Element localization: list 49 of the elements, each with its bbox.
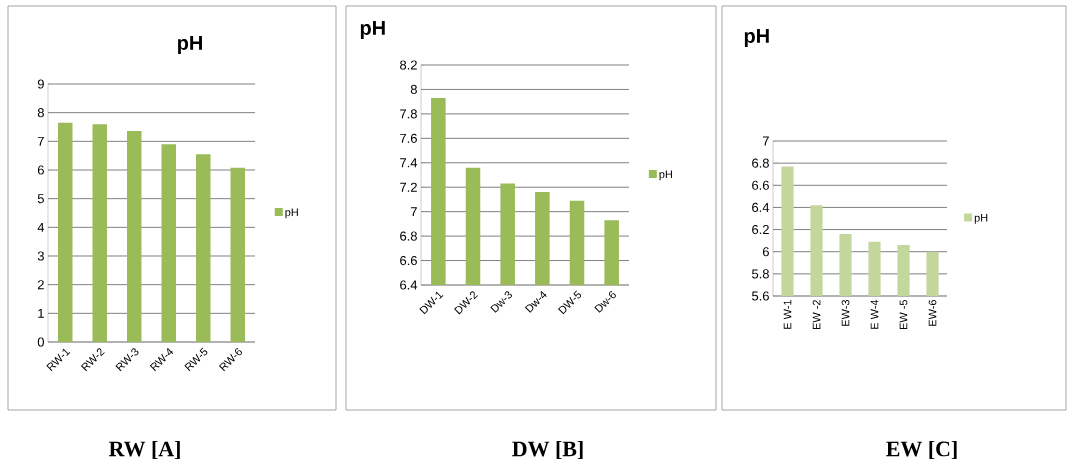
y-tick-label: 6.8 xyxy=(752,158,769,168)
x-tick-label: E W-4 xyxy=(870,299,879,329)
y-tick-label: 6.8 xyxy=(400,231,417,241)
y-tick-label: 2 xyxy=(37,280,44,290)
chart-title: pH xyxy=(178,36,202,54)
text: EW [C] xyxy=(886,440,957,460)
y-tick-label: 5.8 xyxy=(752,269,769,279)
y-tick-label: 1 xyxy=(38,308,44,318)
y-tick-label: 7 xyxy=(410,207,417,217)
y-tick-label: 6 xyxy=(37,165,44,175)
x-tick-label: EW -2 xyxy=(812,300,821,330)
legend-label: pH xyxy=(659,170,672,181)
y-tick-label: 6.4 xyxy=(752,202,770,213)
text: RW [A] xyxy=(108,440,180,460)
y-tick-label: 7.8 xyxy=(400,109,417,119)
y-tick-label: 9 xyxy=(37,79,44,89)
y-tick-label: 7 xyxy=(37,136,44,146)
y-tick-label: 7.6 xyxy=(400,133,417,143)
y-tick-label: 8.2 xyxy=(400,60,417,70)
legend-label: pH xyxy=(974,213,988,224)
y-tick-label: 6 xyxy=(762,247,769,257)
y-tick-label: 7.2 xyxy=(400,182,417,192)
bar xyxy=(196,154,211,342)
bar xyxy=(58,122,73,342)
chart-title: pH xyxy=(360,21,385,39)
y-tick-label: 8 xyxy=(410,84,417,95)
bar xyxy=(161,144,176,342)
y-tick-label: 6.6 xyxy=(752,180,769,190)
legend-label: pH xyxy=(285,208,298,219)
y-tick-label: 3 xyxy=(37,251,44,261)
x-tick-label: EW-6 xyxy=(928,300,937,326)
y-tick-label: 7.4 xyxy=(400,158,418,168)
y-tick-label: 4 xyxy=(37,222,45,232)
y-tick-label: 6.4 xyxy=(400,280,418,290)
y-tick-label: 6.2 xyxy=(752,224,769,235)
y-tick-label: 5.6 xyxy=(752,291,769,301)
y-tick-label: 7 xyxy=(762,136,769,146)
bar xyxy=(230,167,245,342)
y-tick-label: 0 xyxy=(37,337,44,347)
y-tick-label: 8 xyxy=(37,108,44,118)
bar xyxy=(92,124,107,342)
text: DW [B] xyxy=(512,440,583,460)
x-tick-label: E W-1 xyxy=(783,300,792,329)
chart-title: pH xyxy=(744,29,769,47)
y-tick-label: 5 xyxy=(37,194,44,204)
y-tick-label: 6.6 xyxy=(400,255,417,266)
bar xyxy=(127,131,142,342)
x-tick-label: EW -5 xyxy=(899,300,908,330)
x-tick-label: EW-3 xyxy=(841,300,850,326)
